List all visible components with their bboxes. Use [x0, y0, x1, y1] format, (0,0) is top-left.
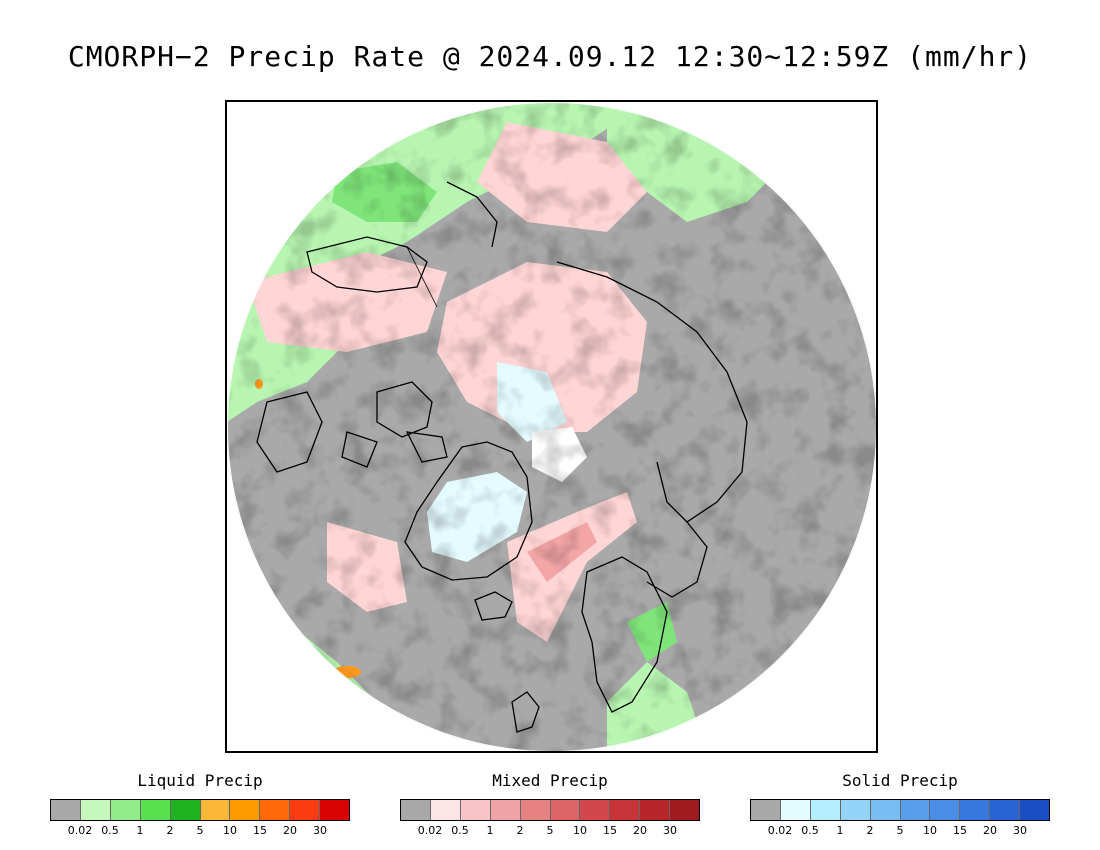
- disk-edge: [227, 102, 876, 751]
- legend-color-bar: [400, 799, 700, 821]
- legend-swatch: [290, 800, 321, 820]
- legend-swatch: [260, 800, 291, 820]
- legend-swatch: [401, 800, 431, 820]
- legend-swatch: [80, 800, 111, 820]
- coast-alaska: [306, 236, 428, 293]
- legend-swatch: [1020, 800, 1050, 820]
- legend-title: Liquid Precip: [137, 771, 263, 790]
- legend-tick-label: 20: [283, 824, 297, 837]
- legend-tick-label: 0.5: [451, 824, 469, 837]
- legend-tick-label: 15: [253, 824, 267, 837]
- map-frame: [225, 100, 878, 753]
- legend-swatch: [930, 800, 961, 820]
- coast-greenland: [404, 441, 533, 581]
- legend-swatch: [580, 800, 611, 820]
- legend-tick-label: 20: [983, 824, 997, 837]
- legend-tick-label: 1: [836, 824, 844, 837]
- precip-texture: [227, 102, 876, 751]
- legend-swatch: [230, 800, 261, 820]
- legend-tick-label: 15: [603, 824, 617, 837]
- legend-swatch: [110, 800, 141, 820]
- legend-color-bar: [750, 799, 1050, 821]
- legend-title: Solid Precip: [842, 771, 958, 790]
- legend-tick-labels: 0.02 0.5 1 2 5 10 15 20 30: [400, 824, 700, 840]
- legend-tick-label: 0.02: [417, 824, 443, 837]
- legend-tick-label: 30: [663, 824, 677, 837]
- dateline-boundary: [406, 246, 438, 308]
- legend-swatch: [990, 800, 1021, 820]
- legend-tick-label: 0.02: [767, 824, 793, 837]
- legend-swatch: [490, 800, 521, 820]
- coast-canadian-archipelago: [341, 381, 448, 468]
- coast-british-isles: [511, 691, 540, 733]
- legend-tick-label: 2: [516, 824, 524, 837]
- legend-title: Mixed Precip: [492, 771, 608, 790]
- legend-swatch: [550, 800, 581, 820]
- coast-russia-north: [646, 521, 708, 598]
- legend-tick-label: 30: [313, 824, 327, 837]
- polar-precip-map: [227, 102, 876, 751]
- map-title: CMORPH−2 Precip Rate @ 2024.09.12 12:30∼…: [67, 40, 1033, 73]
- coast-scandinavia: [581, 556, 668, 713]
- legend-color-bar: [50, 799, 350, 821]
- legend-solid-precip: Solid Precip 0.02 0.5 1 2 5 10 15 20 30: [750, 770, 1050, 840]
- legend-swatch: [320, 800, 350, 820]
- legend-tick-label: 0.5: [101, 824, 119, 837]
- legend-tick-labels: 0.02 0.5 1 2 5 10 15 20 30: [750, 824, 1050, 840]
- legend-swatch: [610, 800, 641, 820]
- legend-tick-label: 5: [196, 824, 204, 837]
- legend-tick-label: 5: [896, 824, 904, 837]
- coastlines: [256, 181, 748, 733]
- legend-tick-label: 2: [166, 824, 174, 837]
- legend-tick-label: 15: [953, 824, 967, 837]
- legend-swatch: [520, 800, 551, 820]
- coast-hudson-bay: [256, 391, 323, 473]
- legend-swatch: [840, 800, 871, 820]
- coast-chukotka: [446, 181, 498, 248]
- legend-tick-label: 30: [1013, 824, 1027, 837]
- legend-swatch: [670, 800, 700, 820]
- legend-tick-label: 1: [486, 824, 494, 837]
- legend-swatch: [810, 800, 841, 820]
- coast-siberia: [556, 261, 748, 523]
- legend-swatch: [51, 800, 81, 820]
- legend-swatch: [870, 800, 901, 820]
- legend-mixed-precip: Mixed Precip 0.02 0.5 1 2 5 10 15 20 30: [400, 770, 700, 840]
- legend-tick-label: 0.5: [801, 824, 819, 837]
- legend-tick-label: 10: [573, 824, 587, 837]
- legend-liquid-precip: Liquid Precip 0.02 0.5 1 2 5 10 15 20 30: [50, 770, 350, 840]
- legend-tick-label: 2: [866, 824, 874, 837]
- legend-swatch: [640, 800, 671, 820]
- legend-swatch: [960, 800, 991, 820]
- legend-tick-labels: 0.02 0.5 1 2 5 10 15 20 30: [50, 824, 350, 840]
- legend-swatch: [900, 800, 931, 820]
- legend-swatch: [430, 800, 461, 820]
- legend-tick-label: 1: [136, 824, 144, 837]
- legend-tick-label: 10: [223, 824, 237, 837]
- legend-swatch: [460, 800, 491, 820]
- legend-tick-label: 0.02: [67, 824, 93, 837]
- legend-tick-label: 10: [923, 824, 937, 837]
- legend-swatch: [200, 800, 231, 820]
- legend-tick-label: 20: [633, 824, 647, 837]
- legend-swatch: [140, 800, 171, 820]
- legend-swatch: [170, 800, 201, 820]
- coast-iceland: [474, 591, 513, 621]
- legend-swatch: [751, 800, 781, 820]
- legend-tick-label: 5: [546, 824, 554, 837]
- legend-swatch: [780, 800, 811, 820]
